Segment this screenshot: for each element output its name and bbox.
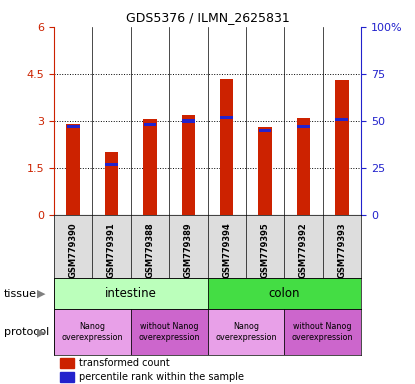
Bar [335, 118, 348, 121]
Text: without Nanog
overexpression: without Nanog overexpression [292, 323, 354, 342]
Text: GSM779390: GSM779390 [68, 223, 78, 278]
Bar [182, 119, 195, 122]
Bar [105, 152, 118, 215]
Bar [66, 124, 80, 215]
Bar [144, 123, 156, 126]
Text: ▶: ▶ [37, 327, 46, 337]
Bar [54, 278, 208, 309]
Bar [208, 309, 284, 355]
Bar [105, 163, 118, 166]
Bar [67, 125, 80, 128]
Text: GSM779389: GSM779389 [184, 223, 193, 278]
Text: GSM779395: GSM779395 [261, 223, 270, 278]
Bar [259, 127, 272, 215]
Bar [143, 119, 156, 215]
Bar [259, 129, 271, 132]
Text: protocol: protocol [4, 327, 49, 337]
Bar [284, 309, 361, 355]
Text: GSM779388: GSM779388 [145, 223, 154, 278]
Text: GSM779394: GSM779394 [222, 223, 231, 278]
Text: tissue: tissue [4, 289, 37, 299]
Text: GSM779393: GSM779393 [337, 223, 347, 278]
Bar [297, 125, 310, 128]
Bar [220, 116, 233, 119]
Bar [208, 278, 361, 309]
Text: colon: colon [269, 287, 300, 300]
Text: intestine: intestine [105, 287, 157, 300]
Bar [131, 309, 208, 355]
Title: GDS5376 / ILMN_2625831: GDS5376 / ILMN_2625831 [126, 11, 289, 24]
Text: GSM779391: GSM779391 [107, 223, 116, 278]
Bar [54, 309, 131, 355]
Text: percentile rank within the sample: percentile rank within the sample [78, 372, 244, 382]
Text: Nanog
overexpression: Nanog overexpression [215, 323, 277, 342]
Text: without Nanog
overexpression: without Nanog overexpression [138, 323, 200, 342]
Bar [335, 80, 349, 215]
Text: Nanog
overexpression: Nanog overexpression [61, 323, 123, 342]
Bar [182, 115, 195, 215]
Bar [220, 79, 233, 215]
Text: transformed count: transformed count [78, 358, 169, 368]
Bar [60, 372, 74, 382]
Bar [297, 118, 310, 215]
Text: GSM779392: GSM779392 [299, 223, 308, 278]
Bar [60, 358, 74, 368]
Text: ▶: ▶ [37, 289, 46, 299]
